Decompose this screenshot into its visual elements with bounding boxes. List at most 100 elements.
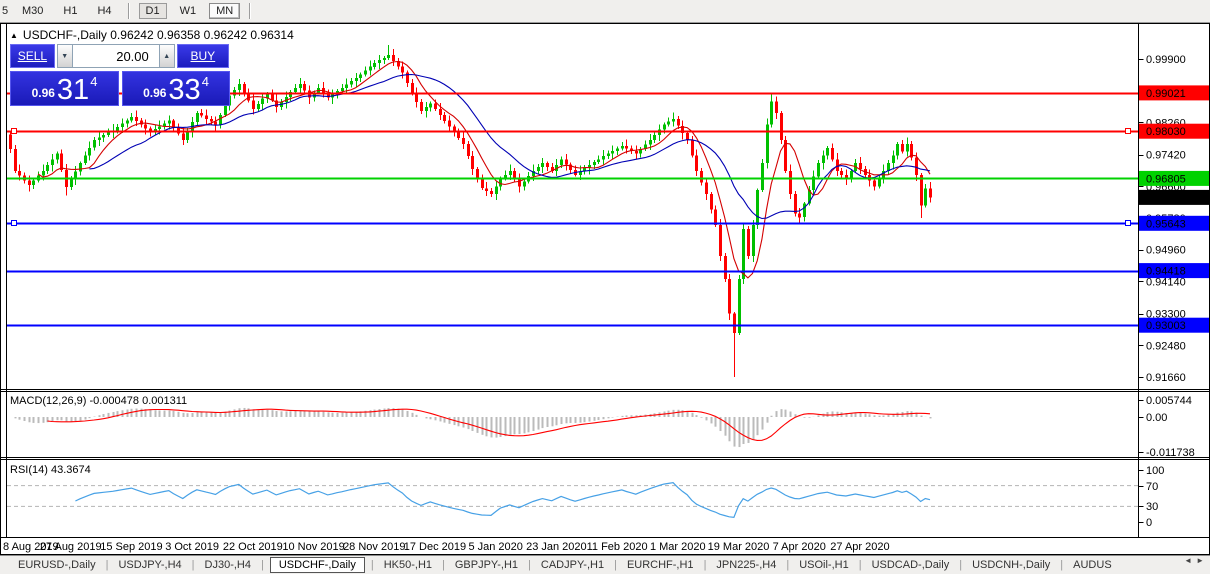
tab-scroll-arrows: ◄► [1184,556,1208,565]
candle-body [79,163,82,172]
candle-body [18,170,21,176]
moving-averages [37,60,931,279]
price-axis-label: 0.97420 [1146,150,1186,162]
tab-scroll-left-icon[interactable]: ◄ [1184,556,1197,565]
candle-body [266,93,269,99]
chart-tab-usdcnh-daily[interactable]: USDCNH-,Daily [972,559,1051,571]
candle-body [840,170,843,175]
rsi-line [75,482,931,518]
chart-tab-usdjpy-h4[interactable]: USDJPY-,H4 [118,559,182,571]
tab-scroll-right-icon[interactable]: ► [1196,556,1208,565]
candle-body [448,120,451,127]
candle-body [252,100,255,110]
candle-body [196,113,199,122]
date-axis-label: 28 Nov 2019 [343,541,405,553]
candle-body [285,96,288,103]
candle-body [513,170,516,179]
macd-axis-label: -0.011738 [1146,447,1195,459]
chart-tab-usdcad-daily[interactable]: USDCAD-,Daily [871,559,950,571]
candle-body [532,170,535,176]
tab-separator: | [614,559,617,571]
candle-body [770,101,773,125]
candle-body [457,132,460,139]
candle-body [182,133,185,141]
candle-body [812,176,815,191]
candle-body [434,103,437,110]
sell-price-quote[interactable]: 0.96 31 4 [10,71,119,106]
candle-body [579,171,582,175]
chart-tab-hk50-h1[interactable]: HK50-,H1 [383,559,432,571]
candle-body [214,121,217,125]
candle-body [896,143,899,156]
line-handle[interactable] [1125,128,1131,134]
candle-body [588,165,591,169]
chart-tab-usdchf-daily[interactable]: USDCHF-,Daily [269,557,365,573]
candle-body [583,168,586,172]
chart-tab-dj30-h4[interactable]: DJ30-,H4 [204,559,251,571]
macd-indicator: 0.005744 0.00 -0.011738 [14,395,1195,459]
price-axis-label: 0.93300 [1146,309,1186,321]
date-axis-label: 11 Feb 2020 [587,541,648,553]
tf-button-w1[interactable]: W1 [173,3,204,19]
candle-body [677,118,680,126]
candle-body [887,163,890,171]
candle-body [116,126,119,131]
line-handle[interactable] [1125,220,1131,226]
candle-body [551,167,554,171]
tf-button-h4[interactable]: H4 [90,3,118,19]
candle-body [892,155,895,164]
line-handle[interactable] [11,220,17,226]
candle-body [14,148,17,171]
line-handle[interactable] [11,128,17,134]
candle-body [541,163,544,168]
candle-body [766,124,769,164]
date-axis-label: 10 Nov 2019 [282,541,344,553]
candle-body [695,155,698,171]
chart-tab-cadjpy-h1[interactable]: CADJPY-,H1 [540,559,605,571]
chart-tab-eurusd-daily[interactable]: EURUSD-,Daily [18,559,96,571]
buy-button[interactable]: BUY [176,44,229,68]
rsi-axis-label: 70 [1146,481,1158,493]
candle-body [560,159,563,166]
macd-indicator-title: MACD(12,26,9) -0.000478 0.001311 [10,395,188,407]
tf-button-m30[interactable]: M30 [15,3,50,19]
volume-input[interactable] [72,44,159,68]
candle-body [70,179,73,188]
tf-button-mn[interactable]: MN [209,3,241,19]
chart-tab-usoil-h1[interactable]: USOil-,H1 [799,559,849,571]
tf-button-m5-partial[interactable]: 5 [2,5,9,17]
candle-body [107,132,110,135]
chart-tab-gbpjpy-h1[interactable]: GBPJPY-,H1 [454,559,519,571]
chart-tab-eurchf-h1[interactable]: EURCHF-,H1 [626,559,694,571]
candle-body [569,164,572,170]
candle-body [144,124,147,129]
volume-decrease-button[interactable]: ▼ [56,44,73,68]
candle-body [126,120,129,124]
candle-body [906,143,909,152]
candle-body [369,66,372,71]
sell-button[interactable]: SELL [10,44,55,68]
ma-fast-line [37,60,931,279]
candle-body [135,116,138,121]
candle-body [616,148,619,151]
tab-separator: | [959,559,963,571]
candle-body [761,163,764,191]
price-level-badge: 0.95643 [1146,218,1186,230]
candle-body [345,84,348,88]
candle-body [920,174,923,206]
tab-separator: | [528,559,531,571]
buy-price-quote[interactable]: 0.96 33 4 [122,71,230,106]
volume-increase-button[interactable]: ▲ [158,44,175,68]
collapse-chart-icon[interactable]: ▲ [10,31,18,40]
candle-body [873,180,876,187]
chart-tab-audus[interactable]: AUDUS [1073,559,1112,571]
candle-body [621,145,624,149]
date-axis-label: 5 Jan 2020 [468,541,522,553]
date-axis-label: 27 Aug 2019 [40,541,102,553]
tf-button-d1-active[interactable]: D1 [138,3,167,19]
candle-body [808,190,811,204]
pane-frame [0,23,1210,555]
tf-button-h1[interactable]: H1 [56,3,84,19]
chart-tab-jpn225-h4[interactable]: JPN225-,H4 [716,559,777,571]
